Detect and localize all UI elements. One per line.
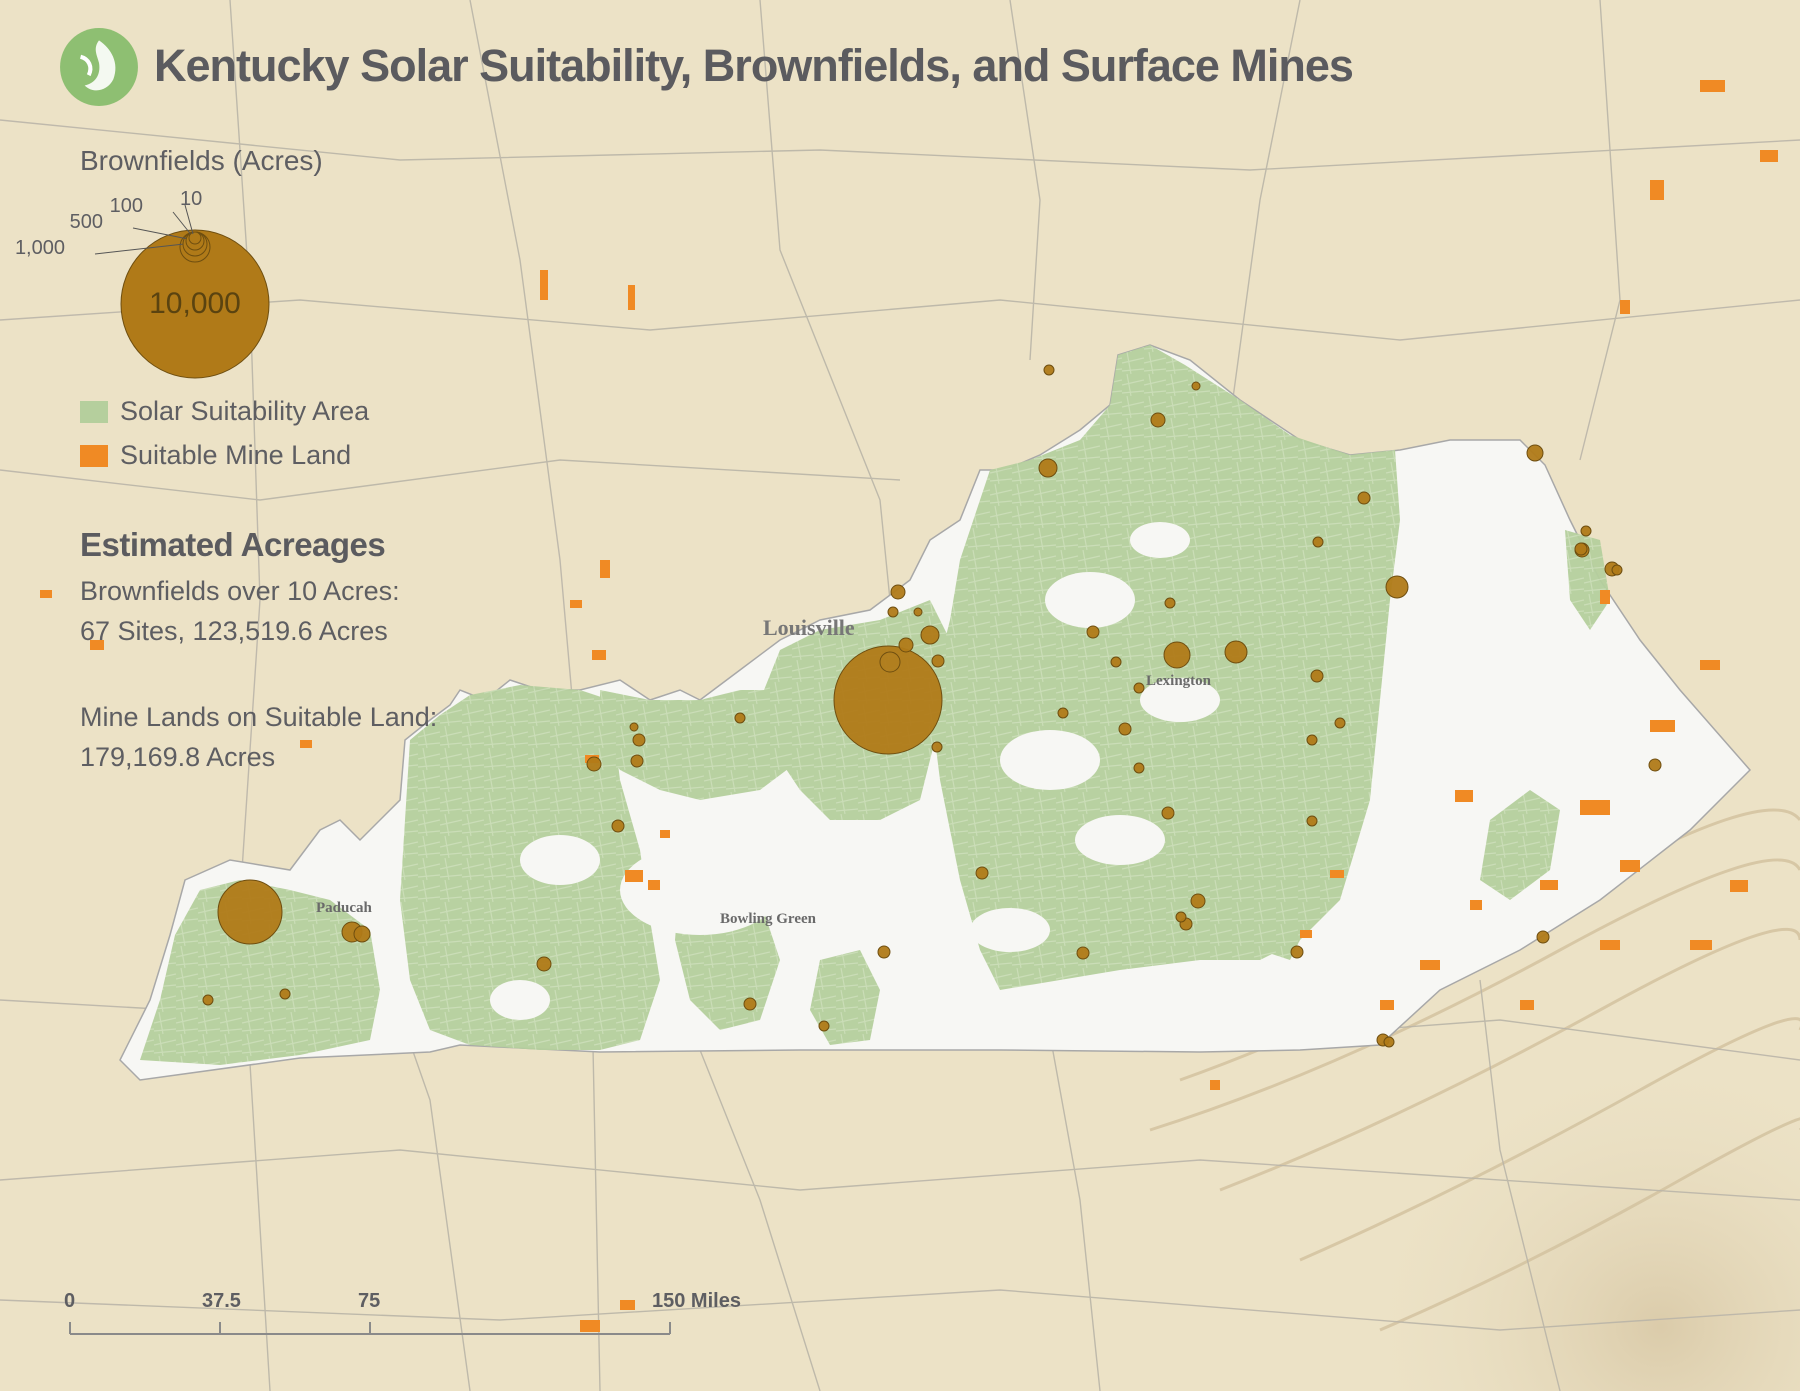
brownfield-site: [1312, 536, 1324, 548]
brownfield-site: [1536, 930, 1550, 944]
brownfield-site: [1574, 542, 1588, 556]
brownfield-site: [1310, 669, 1324, 683]
brownfield-site: [1057, 707, 1069, 719]
legend-label-1000: 1,000: [15, 237, 65, 259]
brownfield-site: [1086, 625, 1100, 639]
legend-leader-line: [132, 227, 194, 241]
brownfields-stat-line2: 67 Sites, 123,519.6 Acres: [80, 616, 388, 646]
brownfield-site: [833, 645, 943, 755]
legend-circle-10000: [120, 229, 270, 379]
brownfield-site: [887, 606, 899, 618]
solar-swatch: [80, 400, 108, 423]
brownfield-site: [913, 607, 923, 617]
suitable-mine-lands: [40, 80, 1778, 1332]
brownfield-site-outline: [879, 651, 901, 673]
brownfield-site: [1043, 364, 1055, 376]
brownfield-sites: [202, 364, 1662, 1048]
brownfield-site: [1306, 815, 1318, 827]
brownfield-site: [586, 756, 602, 772]
legend-label-100: 100: [110, 195, 143, 217]
brownfields-stat-line1: Brownfields over 10 Acres:: [80, 576, 400, 606]
brownfield-site: [202, 994, 214, 1006]
brownfield-site: [1648, 758, 1662, 772]
legend-mine-label: Suitable Mine Land: [120, 440, 352, 470]
estimates-heading: Estimated Acreages: [80, 526, 386, 563]
mine-swatch: [80, 444, 108, 467]
brownfield-site: [629, 722, 639, 732]
legend-circle-10: [188, 231, 202, 245]
mines-stat-line1: Mine Lands on Suitable Land:: [80, 702, 438, 732]
mines-stat-line2: 179,169.8 Acres: [80, 742, 276, 772]
brownfield-site: [898, 637, 914, 653]
brownfield-site: [1191, 381, 1201, 391]
scale-label-0: 0: [64, 1290, 76, 1312]
brownfield-site: [1224, 640, 1248, 664]
brownfield-site: [1038, 458, 1058, 478]
scale-bar: [69, 1322, 671, 1335]
brownfield-site: [931, 654, 945, 668]
brownfield-site: [890, 584, 906, 600]
brownfield-site: [1580, 525, 1592, 537]
brownfield-site: [1334, 717, 1346, 729]
city-label-bowling-green: Bowling Green: [720, 911, 816, 927]
brownfield-site: [1161, 806, 1175, 820]
scale-label-37-5: 37.5: [202, 1290, 241, 1312]
brownfield-site: [975, 866, 989, 880]
brownfield-site: [1611, 564, 1623, 576]
city-label-louisville: Louisville: [763, 615, 855, 640]
map-title: Kentucky Solar Suitability, Brownfields,…: [154, 40, 1354, 91]
city-label-paducah: Paducah: [316, 900, 372, 916]
brownfield-site: [1076, 946, 1090, 960]
brownfield-site: [1110, 656, 1122, 668]
brownfield-site: [630, 754, 644, 768]
brownfield-site: [1290, 945, 1304, 959]
legend-leader-line: [184, 204, 194, 235]
legend-label-500: 500: [70, 211, 103, 233]
brownfield-site: [818, 1020, 830, 1032]
unsuitable-areas: [490, 522, 1220, 1020]
brownfield-site: [1118, 722, 1132, 736]
brownfield-site: [632, 733, 646, 747]
brownfield-site: [1133, 762, 1145, 774]
brownfields-legend-heading: Brownfields (Acres): [80, 145, 323, 176]
legend-label-10: 10: [180, 188, 202, 210]
brownfield-site: [1385, 575, 1409, 599]
brownfield-site: [1357, 491, 1371, 505]
brownfield-site: [1164, 597, 1176, 609]
legend-solar-row: Solar Suitability Area: [80, 396, 369, 427]
scale-label-75: 75: [358, 1290, 381, 1312]
brownfield-site: [931, 741, 943, 753]
city-label-lexington: Lexington: [1146, 673, 1212, 689]
brownfield-site: [611, 819, 625, 833]
brownfield-site: [1175, 911, 1187, 923]
brownfield-site: [1526, 444, 1544, 462]
scale-label-150-miles: 150 Miles: [652, 1290, 741, 1312]
brownfield-site: [1163, 641, 1191, 669]
brownfield-site: [279, 988, 291, 1000]
brownfield-site: [1190, 893, 1206, 909]
brownfield-site: [536, 956, 552, 972]
organization-logo: [60, 28, 138, 106]
brownfield-site: [1133, 682, 1145, 694]
brownfield-site: [743, 997, 757, 1011]
legend-label-10000: 10,000: [149, 287, 241, 320]
legend-leader-line: [172, 211, 194, 238]
brownfield-site: [734, 712, 746, 724]
brownfield-site: [1383, 1036, 1395, 1048]
legend-mine-row: Suitable Mine Land: [80, 440, 351, 471]
brownfield-site: [217, 879, 283, 945]
brownfield-site: [877, 945, 891, 959]
brownfield-site: [1150, 412, 1166, 428]
legend-leader-line: [94, 242, 194, 255]
brownfield-site: [353, 925, 371, 943]
brownfield-site: [1306, 734, 1318, 746]
legend-solar-label: Solar Suitability Area: [120, 396, 370, 426]
brownfield-site: [920, 625, 940, 645]
